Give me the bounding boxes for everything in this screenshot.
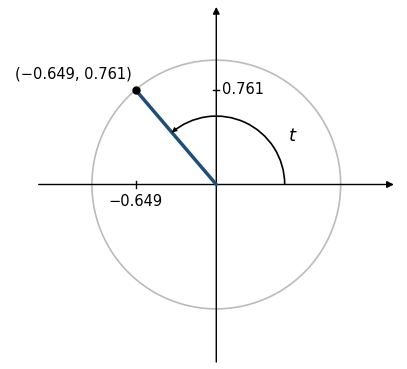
Text: t: t	[289, 127, 296, 145]
Text: (−0.649, 0.761): (−0.649, 0.761)	[15, 66, 132, 81]
Text: −0.649: −0.649	[109, 194, 163, 210]
Text: 0.761: 0.761	[223, 82, 265, 97]
